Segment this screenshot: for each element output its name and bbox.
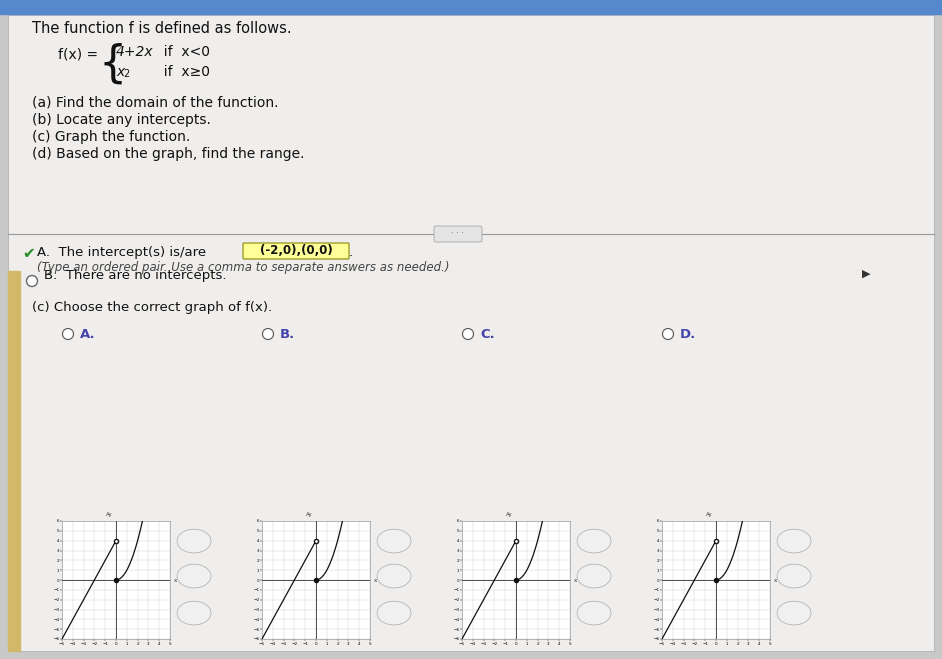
Circle shape (662, 328, 674, 339)
Text: x: x (116, 65, 124, 79)
Text: (b) Locate any intercepts.: (b) Locate any intercepts. (32, 113, 211, 127)
Text: B.  There are no intercepts.: B. There are no intercepts. (44, 270, 226, 283)
Text: (d) Based on the graph, find the range.: (d) Based on the graph, find the range. (32, 147, 304, 161)
Text: (c) Graph the function.: (c) Graph the function. (32, 130, 190, 144)
Text: Ay: Ay (106, 513, 113, 517)
Text: (c) Choose the correct graph of f(x).: (c) Choose the correct graph of f(x). (32, 301, 272, 314)
Text: ▶: ▶ (862, 269, 870, 279)
Text: (Type an ordered pair. Use a comma to separate answers as needed.): (Type an ordered pair. Use a comma to se… (37, 261, 449, 274)
Text: A.  The intercept(s) is/are: A. The intercept(s) is/are (37, 246, 206, 259)
Circle shape (62, 328, 73, 339)
Text: · · ·: · · · (451, 229, 464, 239)
Text: if  x≥0: if x≥0 (155, 65, 210, 79)
Text: Ay: Ay (506, 513, 512, 517)
Text: D.: D. (680, 328, 696, 341)
Text: 4+2x: 4+2x (116, 45, 154, 59)
Circle shape (263, 328, 273, 339)
Text: Ay: Ay (706, 513, 713, 517)
FancyBboxPatch shape (8, 15, 934, 651)
Bar (8, 271, 20, 651)
Text: (a) Find the domain of the function.: (a) Find the domain of the function. (32, 96, 279, 110)
Text: ✔: ✔ (22, 246, 35, 261)
FancyBboxPatch shape (243, 243, 349, 259)
Text: x: x (575, 577, 577, 583)
Circle shape (26, 275, 38, 287)
Text: 2: 2 (123, 69, 129, 79)
Text: x: x (774, 577, 777, 583)
Text: B.: B. (280, 328, 295, 341)
Text: Ay: Ay (306, 513, 313, 517)
Bar (0, 0, 942, 14)
Circle shape (463, 328, 474, 339)
Text: .: . (349, 246, 353, 259)
FancyBboxPatch shape (434, 226, 482, 242)
Text: The function f is defined as follows.: The function f is defined as follows. (32, 21, 292, 36)
Text: x: x (174, 577, 178, 583)
Text: C.: C. (480, 328, 495, 341)
Text: if  x<0: if x<0 (155, 45, 210, 59)
Text: (-2,0),(0,0): (-2,0),(0,0) (260, 244, 333, 258)
Text: {: { (98, 43, 126, 86)
Text: A.: A. (80, 328, 96, 341)
Text: x: x (374, 577, 378, 583)
Text: f(x) =: f(x) = (58, 47, 98, 61)
